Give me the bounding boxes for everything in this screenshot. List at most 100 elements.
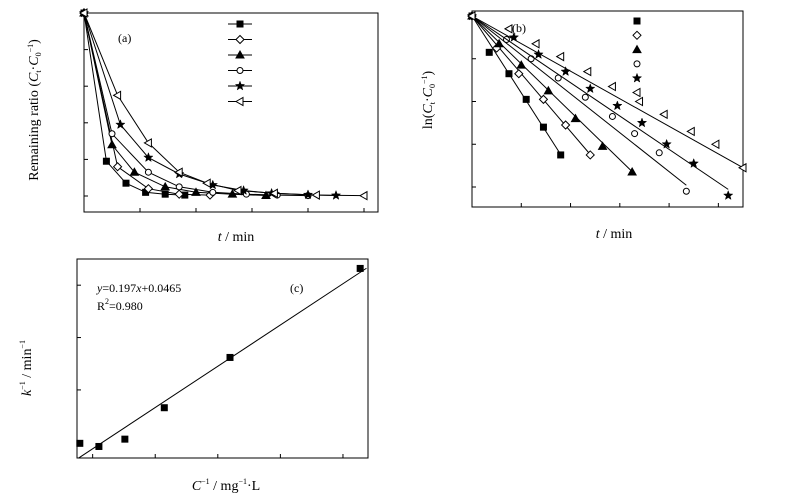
panel-a-point xyxy=(269,188,278,199)
panel-a-legend-marker xyxy=(235,49,245,59)
panel-c-ylabel: k−1 / min−1 xyxy=(18,340,35,396)
panel-c-equation: y=0.197x+0.0465 xyxy=(96,281,181,295)
panel-a-point xyxy=(143,138,152,148)
panel-b-point xyxy=(597,141,608,150)
panel-b-legend-marker xyxy=(633,17,641,25)
panel-b-point xyxy=(494,38,504,48)
panel-a-point xyxy=(191,187,201,196)
panel-b-legend-marker xyxy=(631,72,643,83)
panel-b-point xyxy=(612,100,623,111)
panel-b-point xyxy=(505,70,513,78)
panel-b-point xyxy=(557,151,565,159)
panel-c-point xyxy=(76,439,84,447)
panel-b-point xyxy=(466,11,476,21)
panel-b-point xyxy=(582,66,592,77)
panel-b-point xyxy=(634,96,644,107)
panel-c-point xyxy=(356,264,364,272)
panel-b-point xyxy=(527,55,535,63)
panel-b-frame xyxy=(471,10,744,208)
panel-a-label: (a) xyxy=(118,31,131,45)
panel-b-point xyxy=(636,117,648,128)
panel-b-point xyxy=(710,139,720,150)
panel-b-point xyxy=(627,167,637,176)
panel-b-point xyxy=(516,60,527,69)
panel-a-legend-marker xyxy=(235,34,245,45)
panel-a-point xyxy=(311,190,320,200)
panel-a-point xyxy=(112,162,123,172)
panel-b-legend-marker xyxy=(632,30,642,41)
panel-a-point xyxy=(175,183,183,191)
panel-c-fit-line xyxy=(78,267,367,459)
panel-b-fit-line xyxy=(471,15,744,169)
panel-a-point xyxy=(78,8,88,18)
panel-b-point xyxy=(522,95,530,103)
panel-b-point xyxy=(543,85,554,95)
panel-b-legend-marker xyxy=(632,44,642,54)
panel-a-point xyxy=(102,157,110,165)
panel-b-point xyxy=(608,112,616,120)
panel-b-point xyxy=(533,48,544,59)
panel-a-point xyxy=(115,119,126,130)
panel-a-point xyxy=(160,181,171,191)
panel-b-fit-line xyxy=(471,15,562,155)
panel-b-point xyxy=(631,130,639,138)
panel-a-frame xyxy=(83,12,379,213)
panel-b-point xyxy=(585,83,596,94)
panel-b-fit-line xyxy=(471,15,729,190)
panel-b-point xyxy=(538,94,549,105)
panel-a-chart: (a) t / min Remaining ratio (Ct·C0−1) xyxy=(26,7,379,245)
panel-b-legend-marker xyxy=(633,60,641,68)
panel-b-xlabel: t / min xyxy=(596,227,633,242)
panel-b-point xyxy=(737,162,747,173)
panel-a-legend-marker xyxy=(234,80,246,91)
panel-a-point xyxy=(358,190,368,201)
panel-b-point xyxy=(531,38,540,49)
panel-b-point xyxy=(514,69,524,79)
panel-a-point xyxy=(129,167,140,176)
panel-a-point xyxy=(122,179,130,187)
panel-a-legend-marker xyxy=(236,20,244,28)
panel-a-point xyxy=(174,167,183,178)
panel-b-point xyxy=(659,109,668,120)
panel-a-point xyxy=(174,189,184,199)
panel-a-point xyxy=(209,188,217,196)
panel-b-point xyxy=(688,157,699,168)
panel-c-point xyxy=(121,435,129,443)
panel-b-point xyxy=(581,93,589,101)
panel-c-point xyxy=(226,353,234,361)
panel-b-ylabel: ln(Ct·C0−1) xyxy=(420,71,437,130)
panel-b-point xyxy=(503,23,513,34)
panel-b-point xyxy=(607,81,616,92)
panel-b-point xyxy=(555,51,565,62)
panel-b-point xyxy=(585,150,595,160)
panel-a-legend-marker xyxy=(234,96,244,107)
panel-b-point xyxy=(560,120,571,130)
panel-b-point xyxy=(661,138,672,149)
panel-b-point xyxy=(570,113,581,123)
panel-b-point xyxy=(554,74,562,82)
panel-c-point xyxy=(160,404,168,412)
panel-a-point xyxy=(108,130,116,138)
panel-c-label: (c) xyxy=(290,281,303,295)
panel-b-point xyxy=(686,126,695,137)
panel-a-point xyxy=(232,185,242,196)
panel-a-ylabel: Remaining ratio (Ct·C0−1) xyxy=(26,39,43,181)
panel-a-point xyxy=(143,183,154,194)
panel-c-chart: (c) y=0.197x+0.0465 R2=0.980 C−1 / mg−1·… xyxy=(18,258,369,494)
panel-a-point xyxy=(161,190,169,198)
panel-b-label: (b) xyxy=(512,21,526,35)
panel-a-point xyxy=(107,139,117,149)
panel-b-chart: (b) t / min ln(Ct·C0−1) xyxy=(420,10,747,242)
panel-b-point xyxy=(682,187,690,195)
panel-b-point xyxy=(485,48,493,56)
panel-b-point xyxy=(539,123,547,131)
panel-b-legend-marker xyxy=(631,87,641,98)
panel-b-fit-line xyxy=(471,15,591,155)
panel-a-point xyxy=(144,168,152,176)
panel-c-r2: R2=0.980 xyxy=(97,297,143,313)
panel-a-point xyxy=(202,178,211,189)
panel-b-point xyxy=(655,149,663,157)
panel-c-point xyxy=(95,442,103,450)
panel-c-xlabel: C−1 / mg−1·L xyxy=(192,477,260,494)
